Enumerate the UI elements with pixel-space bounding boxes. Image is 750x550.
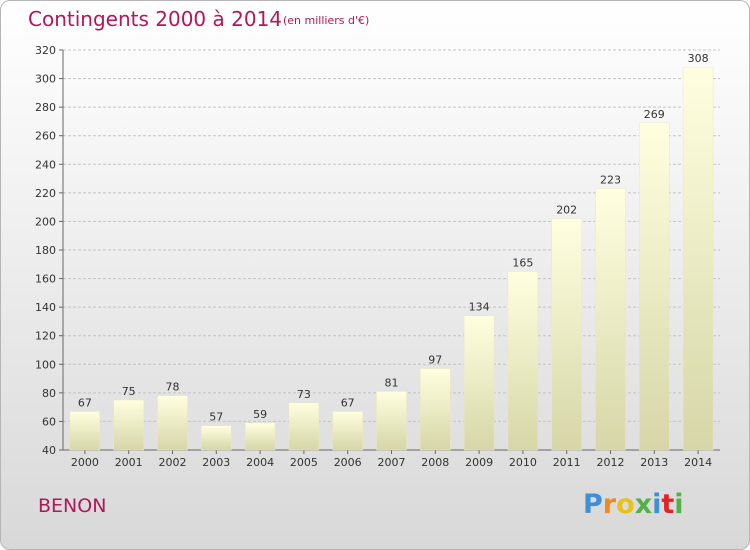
x-tick-label: 2000 bbox=[71, 456, 99, 469]
logo-letter: o bbox=[616, 489, 635, 520]
data-label: 59 bbox=[253, 408, 267, 421]
logo-letter: r bbox=[602, 489, 617, 520]
y-tick-label: 320 bbox=[35, 44, 56, 57]
logo-letter: x bbox=[634, 489, 653, 520]
data-label: 81 bbox=[385, 376, 399, 389]
y-tick-label: 280 bbox=[35, 101, 56, 114]
y-tick-label: 160 bbox=[35, 273, 56, 286]
chart-subtitle: (en milliers d'€) bbox=[283, 14, 370, 27]
bars bbox=[69, 66, 714, 451]
bar-2000 bbox=[69, 411, 101, 451]
x-tick-label: 2002 bbox=[159, 456, 187, 469]
proxiti-logo: Proxiti bbox=[583, 489, 684, 520]
data-label: 57 bbox=[209, 411, 223, 424]
bar-2011 bbox=[551, 218, 582, 451]
y-tick-label: 60 bbox=[42, 415, 56, 428]
logo-letter: i bbox=[652, 489, 662, 520]
x-tick-labels: 2000 2001 2002 2003 2004 2005 2006 2007 2008 2009… bbox=[71, 456, 712, 469]
x-tick-label: 2004 bbox=[246, 456, 274, 469]
bar-2010 bbox=[507, 271, 539, 451]
bar-2005 bbox=[288, 402, 320, 451]
y-tick-label: 200 bbox=[35, 215, 56, 228]
x-tick-label: 2001 bbox=[115, 456, 143, 469]
y-tick-label: 300 bbox=[35, 73, 56, 86]
data-label: 73 bbox=[297, 388, 311, 401]
bar-2012 bbox=[595, 188, 626, 451]
y-tick-label: 180 bbox=[35, 244, 56, 257]
x-tick-label: 2008 bbox=[421, 456, 449, 469]
data-label: 67 bbox=[341, 396, 355, 409]
bar-2007 bbox=[376, 391, 407, 451]
bar-2002 bbox=[157, 395, 188, 451]
x-tick-label: 2003 bbox=[202, 456, 230, 469]
logo-letter: P bbox=[583, 489, 603, 520]
x-tick-label: 2007 bbox=[378, 456, 406, 469]
bar-2008 bbox=[420, 368, 451, 451]
data-label: 67 bbox=[78, 396, 92, 409]
bar-2004 bbox=[244, 422, 276, 451]
data-label: 269 bbox=[644, 108, 665, 121]
bar-2013 bbox=[639, 122, 670, 451]
bar-2014 bbox=[682, 66, 714, 451]
y-tick-label: 240 bbox=[35, 158, 56, 171]
x-tick-label: 2009 bbox=[465, 456, 493, 469]
data-label: 308 bbox=[688, 52, 709, 65]
y-tick-label: 40 bbox=[42, 444, 56, 457]
data-labels: 67 75 78 57 59 73 67 81 97 134 165 202 223 269 308 bbox=[78, 52, 709, 424]
x-tick-label: 2011 bbox=[553, 456, 581, 469]
y-tick-label: 120 bbox=[35, 330, 56, 343]
y-tick-label: 80 bbox=[42, 387, 56, 400]
commune-name: BENON bbox=[38, 495, 107, 517]
y-tick-label: 140 bbox=[35, 301, 56, 314]
logo-letter: t bbox=[661, 489, 675, 520]
logo-letter: i bbox=[674, 489, 684, 520]
data-label: 78 bbox=[166, 381, 180, 394]
bar-2001 bbox=[113, 399, 144, 451]
y-tick-labels: 40 60 80 100 120 140 160 180 200 220 240 260 280 300 3… bbox=[35, 44, 56, 457]
data-label: 223 bbox=[600, 174, 621, 187]
x-tick-label: 2005 bbox=[290, 456, 318, 469]
y-tick-label: 100 bbox=[35, 358, 56, 371]
x-tick-label: 2013 bbox=[640, 456, 668, 469]
y-tick-label: 220 bbox=[35, 187, 56, 200]
x-tick-label: 2012 bbox=[597, 456, 625, 469]
y-tick-label: 260 bbox=[35, 130, 56, 143]
data-label: 165 bbox=[512, 256, 533, 269]
data-label: 97 bbox=[428, 354, 442, 367]
bar-2006 bbox=[332, 411, 363, 451]
data-label: 75 bbox=[122, 385, 136, 398]
bar-2009 bbox=[463, 315, 495, 451]
x-tick-label: 2014 bbox=[684, 456, 712, 469]
bar-2003 bbox=[201, 425, 232, 451]
x-tick-label: 2010 bbox=[509, 456, 537, 469]
x-tick-label: 2006 bbox=[334, 456, 362, 469]
chart-title: Contingents 2000 à 2014 bbox=[28, 7, 283, 31]
data-label: 202 bbox=[556, 204, 577, 217]
data-label: 134 bbox=[469, 301, 490, 314]
